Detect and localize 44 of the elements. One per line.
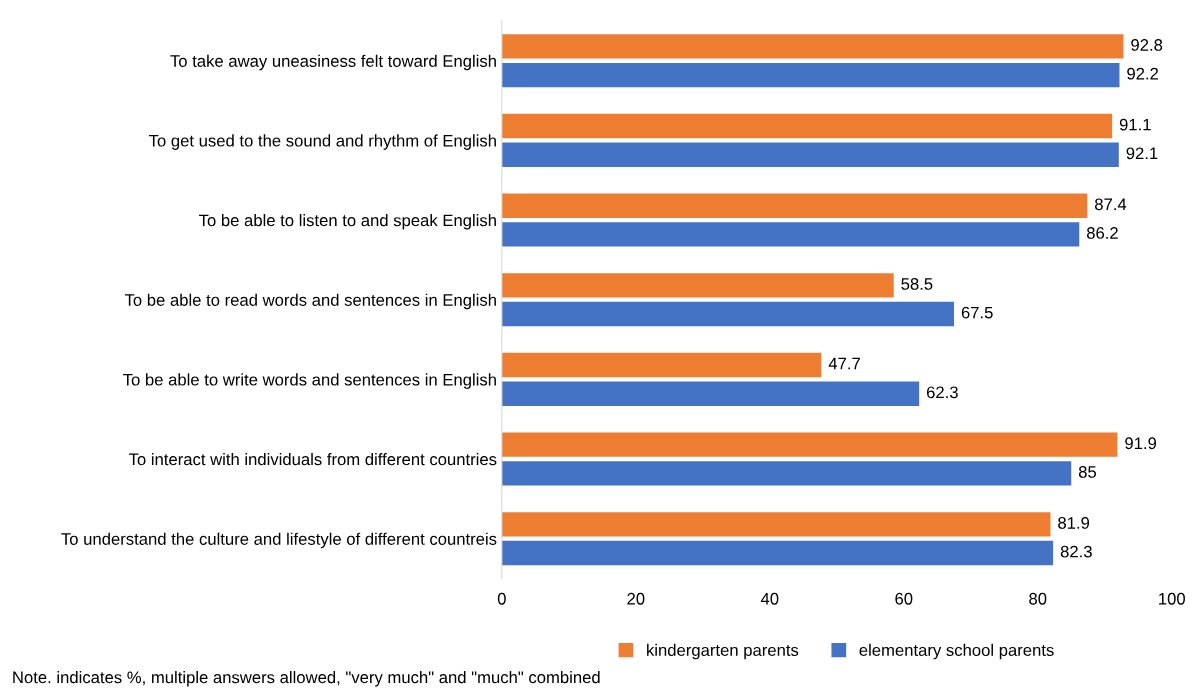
bar xyxy=(501,142,1119,167)
text: Note. indicates %, multiple answers allowed, "very much" and "much" combined xyxy=(13,671,600,687)
x-tick-label: 100 xyxy=(1159,592,1185,605)
bar xyxy=(501,193,1088,218)
y-tick-label: To be able to listen to and speak English xyxy=(199,214,496,230)
data-label: 91.1 xyxy=(1119,118,1151,131)
y-tick-label: To interact with individuals from different countries xyxy=(128,452,497,466)
data-label: 92.1 xyxy=(1126,147,1158,160)
x-tick-label: 80 xyxy=(1029,592,1047,605)
x-tick-label: 0 xyxy=(497,592,506,605)
bar xyxy=(501,301,955,327)
bar xyxy=(501,34,1124,59)
bar xyxy=(501,113,1113,139)
data-label: 58.5 xyxy=(901,278,933,290)
data-label: 86.2 xyxy=(1086,227,1118,239)
x-tick-label: 20 xyxy=(627,592,645,605)
legend-label: kindergarten parents xyxy=(647,643,799,660)
x-tick-label: 40 xyxy=(760,592,779,605)
y-tick-label: To get used to the sound and rhythm of English xyxy=(149,134,496,150)
bar xyxy=(501,512,1051,537)
y-tick-label: To take away uneasiness felt toward English xyxy=(170,54,496,71)
data-label: 82.3 xyxy=(1060,545,1092,558)
legend-label: elementary school parents xyxy=(859,643,1054,660)
bar xyxy=(501,273,894,298)
data-label: 67.5 xyxy=(961,306,993,319)
bar xyxy=(501,222,1080,247)
y-tick-label: To be able to write words and sentences in English xyxy=(123,373,496,389)
data-label: 91.9 xyxy=(1125,437,1157,450)
data-label: 81.9 xyxy=(1058,517,1090,529)
bar xyxy=(501,62,1120,88)
data-label: 85 xyxy=(1078,466,1097,478)
data-label: 62.3 xyxy=(926,386,958,399)
y-tick-label: To be able to read words and sentences in English xyxy=(124,293,496,310)
bar xyxy=(501,352,822,378)
bar xyxy=(501,461,1072,486)
data-label: 92.2 xyxy=(1127,67,1159,80)
bar xyxy=(501,381,920,406)
bar xyxy=(501,432,1118,457)
data-label: 47.7 xyxy=(828,357,860,370)
y-tick-label: To understand the culture and lifestyle of different countreis xyxy=(61,532,497,549)
data-label: 87.4 xyxy=(1095,198,1127,211)
x-tick-label: 60 xyxy=(895,592,913,605)
data-label: 92.8 xyxy=(1131,39,1163,51)
bar xyxy=(501,540,1054,566)
